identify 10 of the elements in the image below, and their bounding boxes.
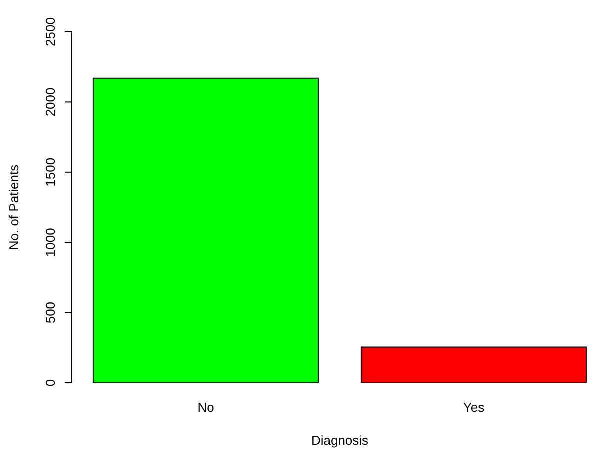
y-tick-label: 2000 — [43, 88, 58, 117]
x-tick-label: No — [198, 400, 214, 416]
y-axis-title: No. of Patients — [6, 164, 22, 250]
x-axis-title: Diagnosis — [311, 433, 370, 448]
x-tick-label: Yes — [463, 400, 486, 416]
y-tick-label: 2500 — [43, 18, 58, 46]
y-tick-label: 1500 — [43, 158, 58, 187]
y-tick-label: 1000 — [43, 228, 58, 258]
y-tick-label: 500 — [43, 302, 58, 324]
y-tick-label: 0 — [43, 379, 58, 387]
